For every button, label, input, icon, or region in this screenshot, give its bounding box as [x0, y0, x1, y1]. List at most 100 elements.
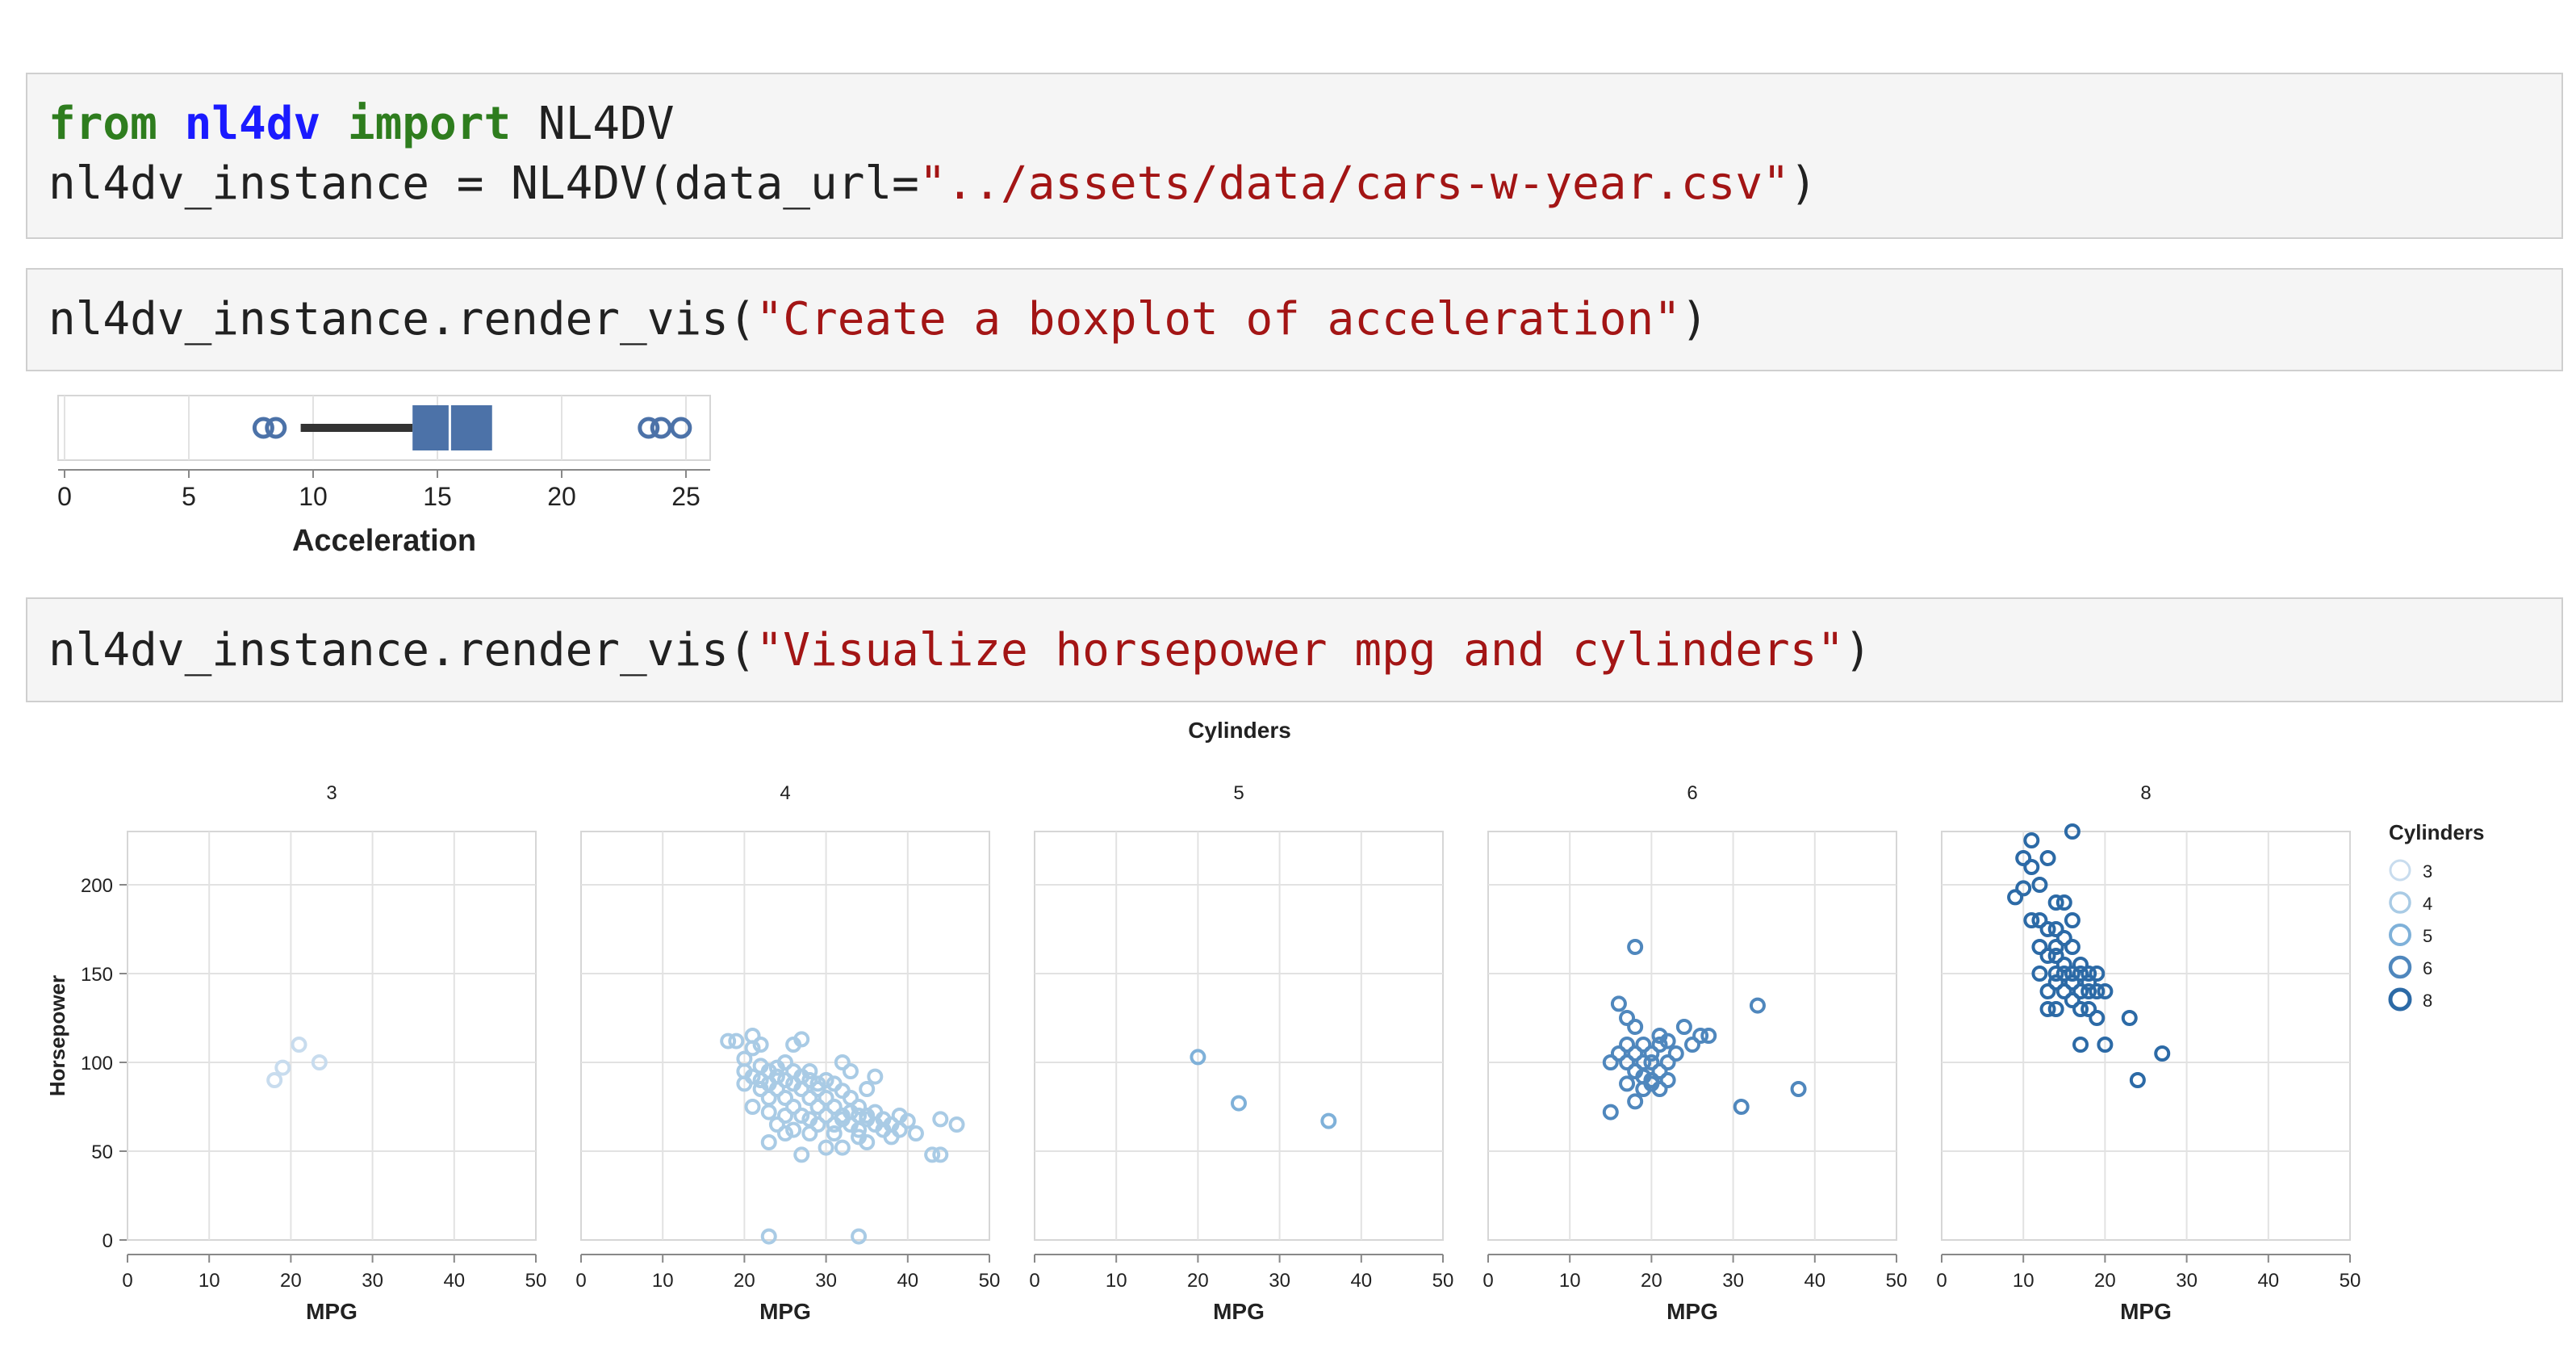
code-text: ) — [1680, 293, 1708, 346]
data-point — [1659, 1033, 1676, 1049]
x-tick-label: 10 — [1559, 1270, 1581, 1292]
data-point — [1619, 1037, 1636, 1053]
code-cell-scatter[interactable]: nl4dv_instance.render_vis("Visualize hor… — [26, 597, 2563, 702]
data-point — [1635, 1037, 1652, 1053]
data-point — [818, 1139, 834, 1156]
data-point — [1610, 1045, 1627, 1062]
data-point — [291, 1037, 307, 1053]
outlier-point — [638, 417, 660, 439]
data-point — [720, 1033, 737, 1049]
code-text: ) — [1844, 624, 1871, 676]
code-cell-import[interactable]: from nl4dv import NL4DV nl4dv_instance =… — [26, 73, 2563, 239]
code-line-1: from nl4dv import NL4DV — [48, 100, 674, 149]
data-point — [801, 1090, 818, 1106]
data-point — [851, 1099, 868, 1115]
x-tick-label: 30 — [1269, 1270, 1290, 1292]
panel-frame — [1487, 831, 1897, 1241]
data-point — [785, 1121, 802, 1138]
x-tick-label: 0 — [1029, 1270, 1039, 1292]
x-tick-label: 10 — [652, 1270, 674, 1292]
data-point — [752, 1037, 769, 1053]
data-point — [818, 1072, 834, 1088]
x-tick-label: 20 — [1187, 1270, 1209, 1292]
data-point — [2097, 983, 2114, 999]
data-point — [1627, 939, 1644, 955]
outlier-point — [650, 417, 672, 439]
data-point — [2080, 1001, 2097, 1017]
data-point — [785, 1099, 802, 1115]
code-line: nl4dv_instance.render_vis("Create a boxp… — [48, 295, 1708, 344]
data-point — [2047, 939, 2064, 955]
data-point — [826, 1099, 843, 1115]
data-point — [1602, 1054, 1619, 1070]
data-point — [809, 1099, 826, 1115]
x-axis-title: MPG — [1666, 1299, 1718, 1324]
data-point — [851, 1228, 868, 1245]
data-point — [907, 1125, 924, 1141]
x-axis-title: MPG — [306, 1299, 358, 1324]
x-tick-label: 50 — [2340, 1270, 2361, 1292]
x-tick-label: 0 — [1936, 1270, 1947, 1292]
data-point — [2007, 889, 2024, 906]
y-tick-label: 200 — [81, 875, 113, 897]
data-point — [2047, 894, 2064, 911]
data-point — [1619, 1075, 1636, 1092]
data-point — [834, 1054, 851, 1070]
data-point — [2031, 966, 2048, 982]
data-point — [2023, 859, 2040, 875]
x-tick-label: 20 — [280, 1270, 302, 1292]
data-point — [809, 1075, 826, 1092]
facet-label: 8 — [2140, 782, 2151, 804]
x-tick-label: 20 — [547, 482, 576, 511]
data-point — [2064, 992, 2080, 1008]
data-point — [2129, 1072, 2146, 1088]
data-point — [1659, 1054, 1676, 1070]
data-point — [1190, 1049, 1206, 1066]
facet-panel-6: 6 0 10 20 30 40 50 MPG — [1482, 782, 1907, 1324]
data-point — [768, 1116, 785, 1133]
data-point — [1684, 1037, 1700, 1053]
data-point — [1643, 1054, 1660, 1070]
outlier-point — [265, 417, 287, 439]
data-point — [2055, 966, 2072, 982]
data-point — [1651, 1037, 1668, 1053]
code-text: nl4dv_instance.render_vis( — [48, 293, 756, 346]
data-point — [2089, 966, 2106, 982]
x-tick-label: 0 — [57, 482, 72, 511]
data-point — [760, 1104, 777, 1121]
data-point — [1692, 1028, 1709, 1044]
data-point — [932, 1111, 949, 1128]
data-point — [744, 1099, 761, 1115]
x-tick-label: 50 — [525, 1270, 547, 1292]
data-point — [777, 1108, 793, 1124]
import-name: NL4DV — [511, 98, 675, 150]
keyword-from: from — [48, 98, 157, 150]
data-point — [777, 1054, 793, 1070]
x-tick-label: 25 — [671, 482, 700, 511]
data-point — [1643, 1045, 1660, 1062]
legend-label: 3 — [2423, 861, 2432, 882]
facet-title: Cylinders — [1188, 718, 1291, 743]
data-point — [834, 1139, 851, 1156]
data-point — [2031, 939, 2048, 955]
facet-label: 4 — [780, 782, 790, 804]
data-point — [2064, 823, 2080, 840]
data-point — [809, 1081, 826, 1097]
legend-label: 4 — [2423, 894, 2432, 914]
x-tick-label: 10 — [2013, 1270, 2034, 1292]
data-point — [793, 1108, 810, 1124]
panel-frame — [1941, 831, 2351, 1241]
data-point — [2072, 966, 2089, 982]
x-tick-label: 50 — [1432, 1270, 1454, 1292]
x-tick-label: 0 — [1482, 1270, 1493, 1292]
data-point — [842, 1063, 859, 1079]
data-point — [1675, 1019, 1692, 1035]
y-axis-title: Horsepower — [45, 975, 69, 1096]
data-point — [2047, 921, 2064, 937]
legend-label: 5 — [2423, 926, 2432, 946]
data-point — [2064, 966, 2080, 982]
code-cell-boxplot[interactable]: nl4dv_instance.render_vis("Create a boxp… — [26, 268, 2563, 371]
data-point — [924, 1146, 941, 1163]
x-tick-label: 40 — [2257, 1270, 2279, 1292]
